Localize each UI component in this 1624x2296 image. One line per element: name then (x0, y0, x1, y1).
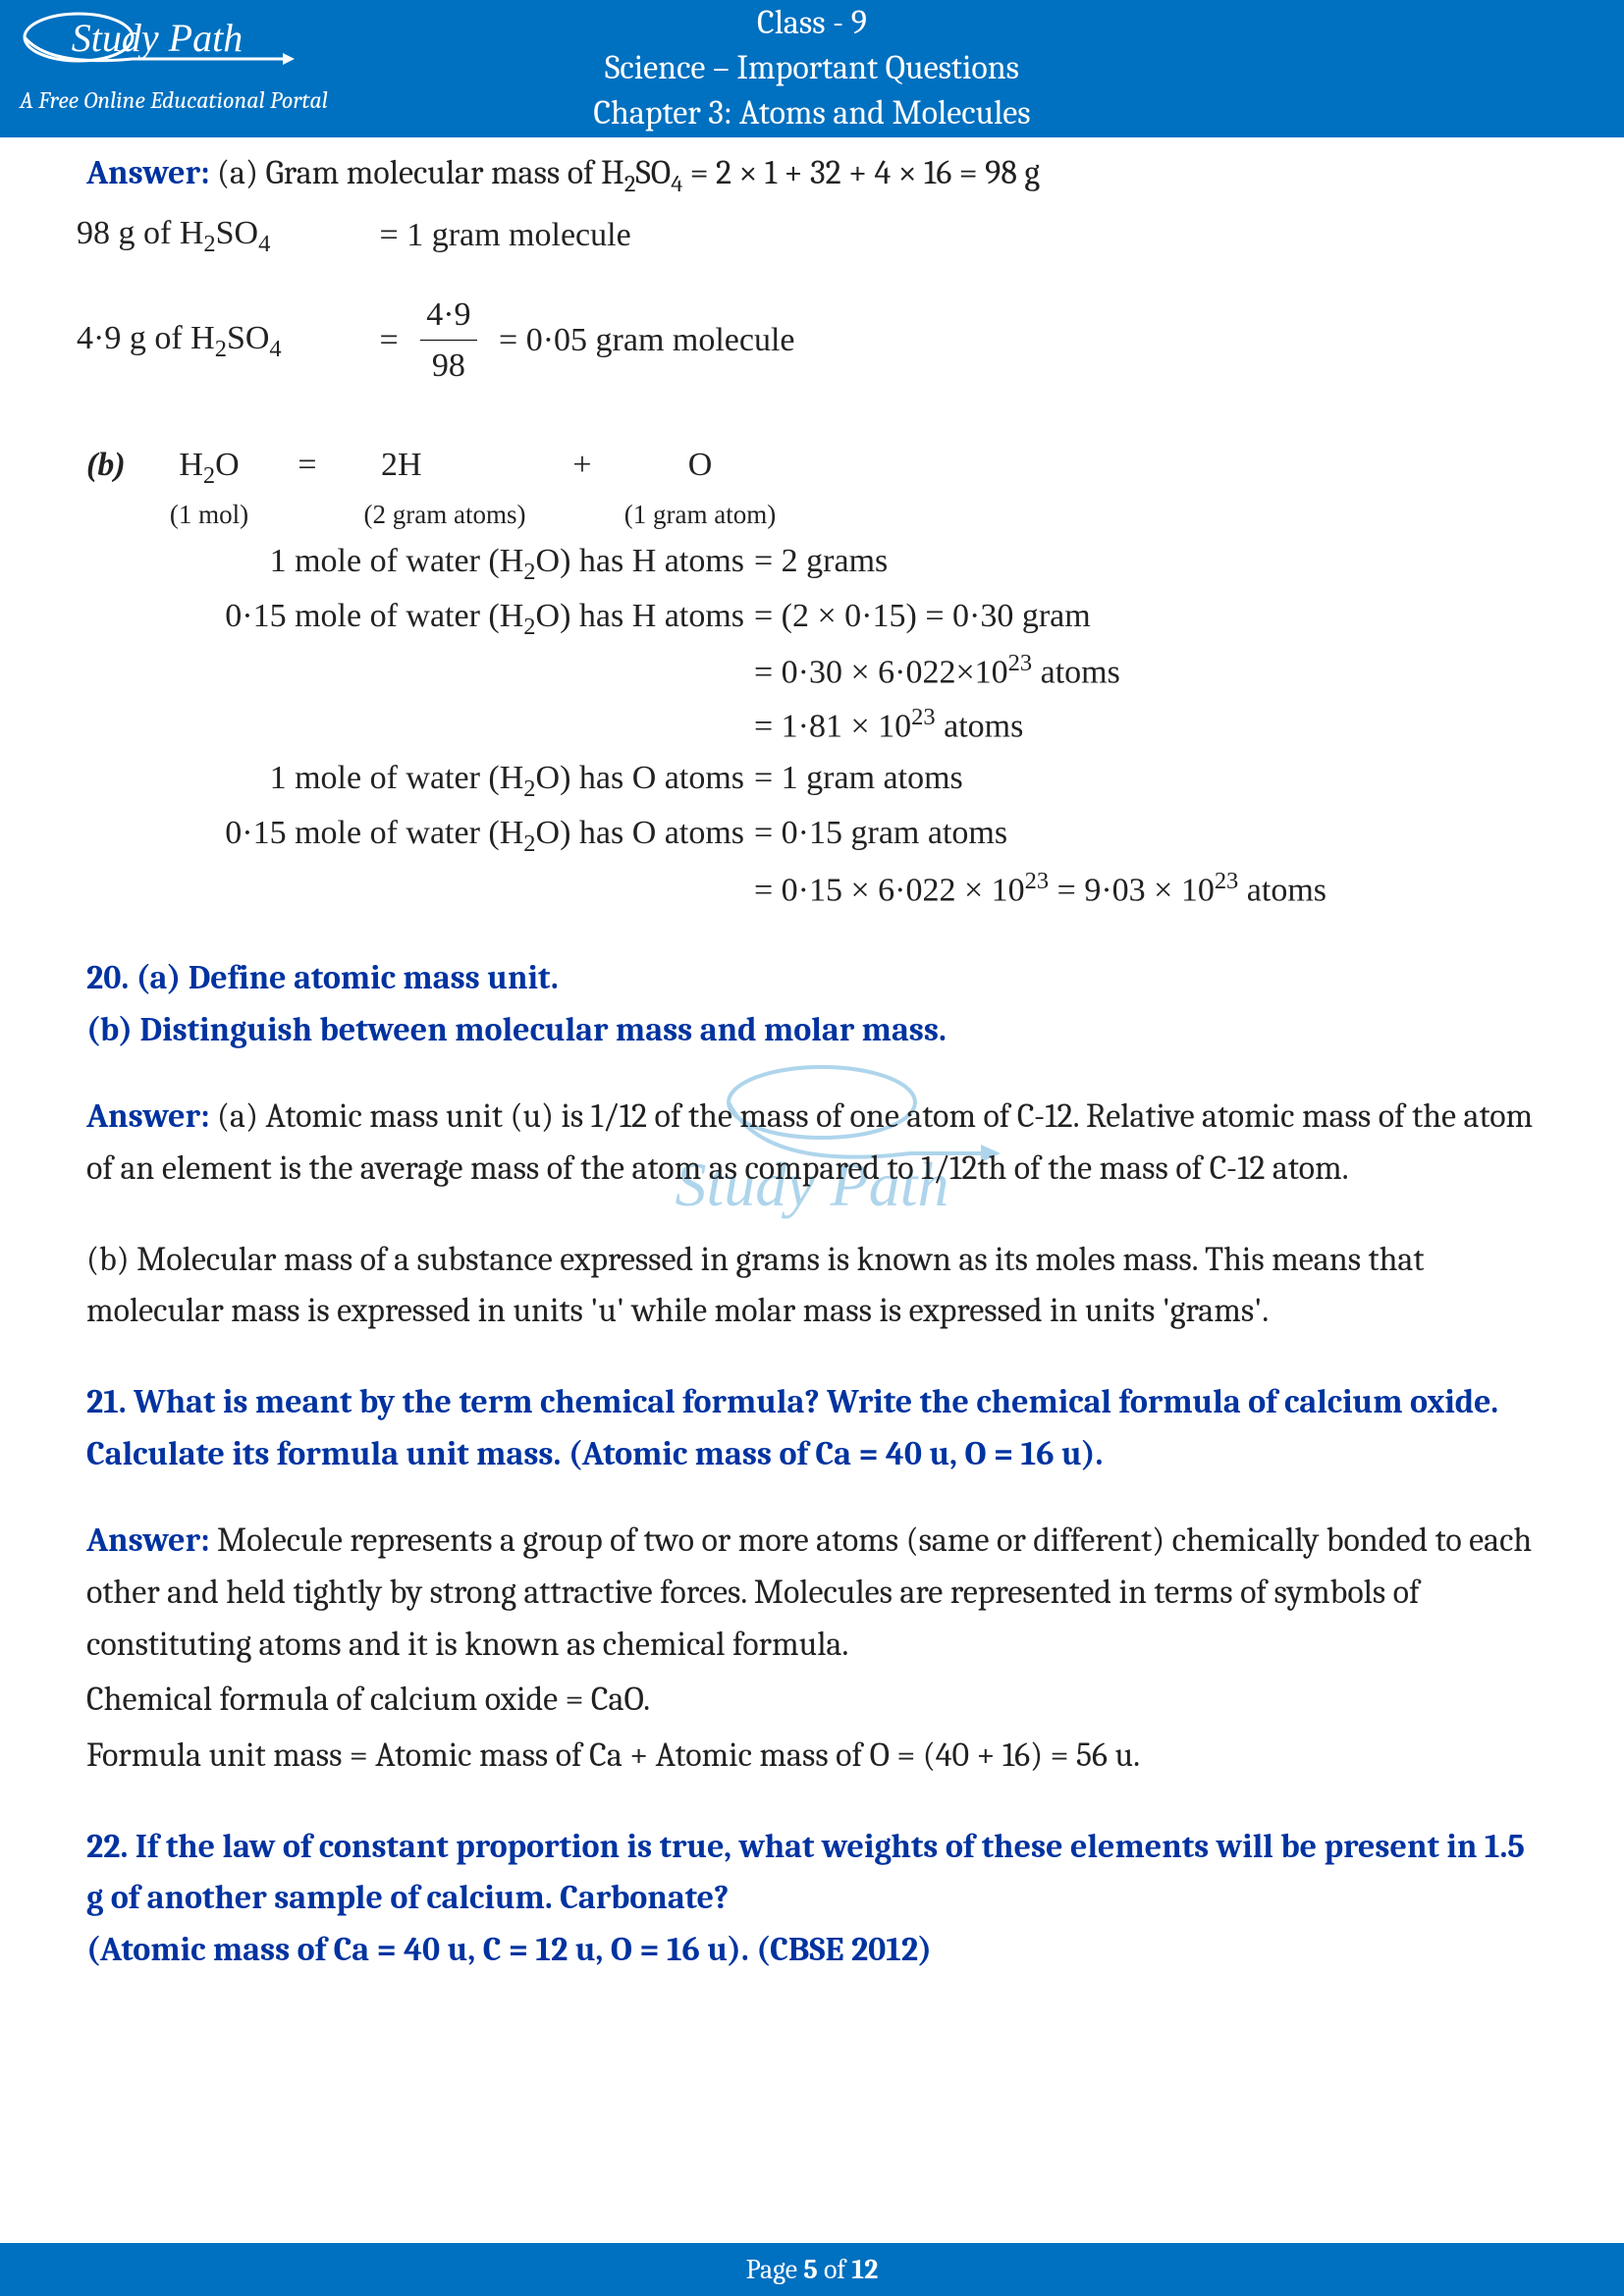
answer-label: Answer: (86, 1521, 210, 1560)
answer-20b: (b) Molecular mass of a substance expres… (86, 1234, 1538, 1337)
question-20a: 20. (a) Define atomic mass unit. (86, 952, 1538, 1004)
answer-21-p3: Formula unit mass = Atomic mass of Ca + … (86, 1730, 1538, 1782)
math-line-2: 4·9 g of H2SO4 = 4·9 98 = 0·05 gram mole… (77, 290, 1538, 391)
answer-21-text: Molecule represents a group of two or mo… (86, 1521, 1532, 1663)
question-22-line2: (Atomic mass of Ca = 40 u, C = 12 u, O =… (86, 1924, 1538, 1976)
footer-total-pages: 12 (851, 2254, 878, 2285)
answer-label: Answer: (86, 153, 210, 192)
answer-19a-text: (a) Gram molecular mass of H2SO4 = 2 × 1… (210, 153, 1040, 192)
logo-tagline: A Free Online Educational Portal (20, 86, 328, 114)
answer-20a-text: (a) Atomic mass unit (u) is 1/12 of the … (86, 1096, 1533, 1188)
answer-label: Answer: (86, 1096, 210, 1136)
answer-20a: Answer: (a) Atomic mass unit (u) is 1/12… (86, 1091, 1538, 1194)
question-20b: (b) Distinguish between molecular mass a… (86, 1004, 1538, 1056)
footer-current-page: 5 (803, 2254, 818, 2285)
fraction: 4·9 98 (414, 290, 482, 391)
logo-block: Study Path A Free Online Educational Por… (20, 8, 328, 114)
footer-prefix: Page (746, 2254, 804, 2285)
part-b-label: (b) (86, 440, 145, 495)
question-22-line1: 22. If the law of constant proportion is… (86, 1821, 1538, 1924)
answer-21-p1: Answer: Molecule represents a group of t… (86, 1515, 1538, 1670)
study-path-logo: Study Path (20, 8, 295, 84)
svg-text:Study Path: Study Path (72, 16, 243, 60)
equation-grid: 1 mole of water (H2O) has H atoms= 2 gra… (86, 536, 1538, 917)
question-21: 21. What is meant by the term chemical f… (86, 1376, 1538, 1479)
page-content: Answer: (a) Gram molecular mass of H2SO4… (0, 137, 1624, 1976)
decomposition-b: (b) H2O = 2H + O (1 mol) (2 gram atoms) … (86, 440, 1538, 536)
page-footer: Page 5 of 12 (0, 2243, 1624, 2296)
math-block-19a: 98 g of H2SO4 = 1 gram molecule 4·9 g of… (77, 208, 1538, 392)
answer-21-p2: Chemical formula of calcium oxide = CaO. (86, 1674, 1538, 1726)
math-line-1: 98 g of H2SO4 = 1 gram molecule (77, 208, 1538, 263)
answer-19a: Answer: (a) Gram molecular mass of H2SO4… (86, 147, 1538, 204)
footer-middle: of (818, 2254, 852, 2285)
page-header: Study Path A Free Online Educational Por… (0, 0, 1624, 137)
